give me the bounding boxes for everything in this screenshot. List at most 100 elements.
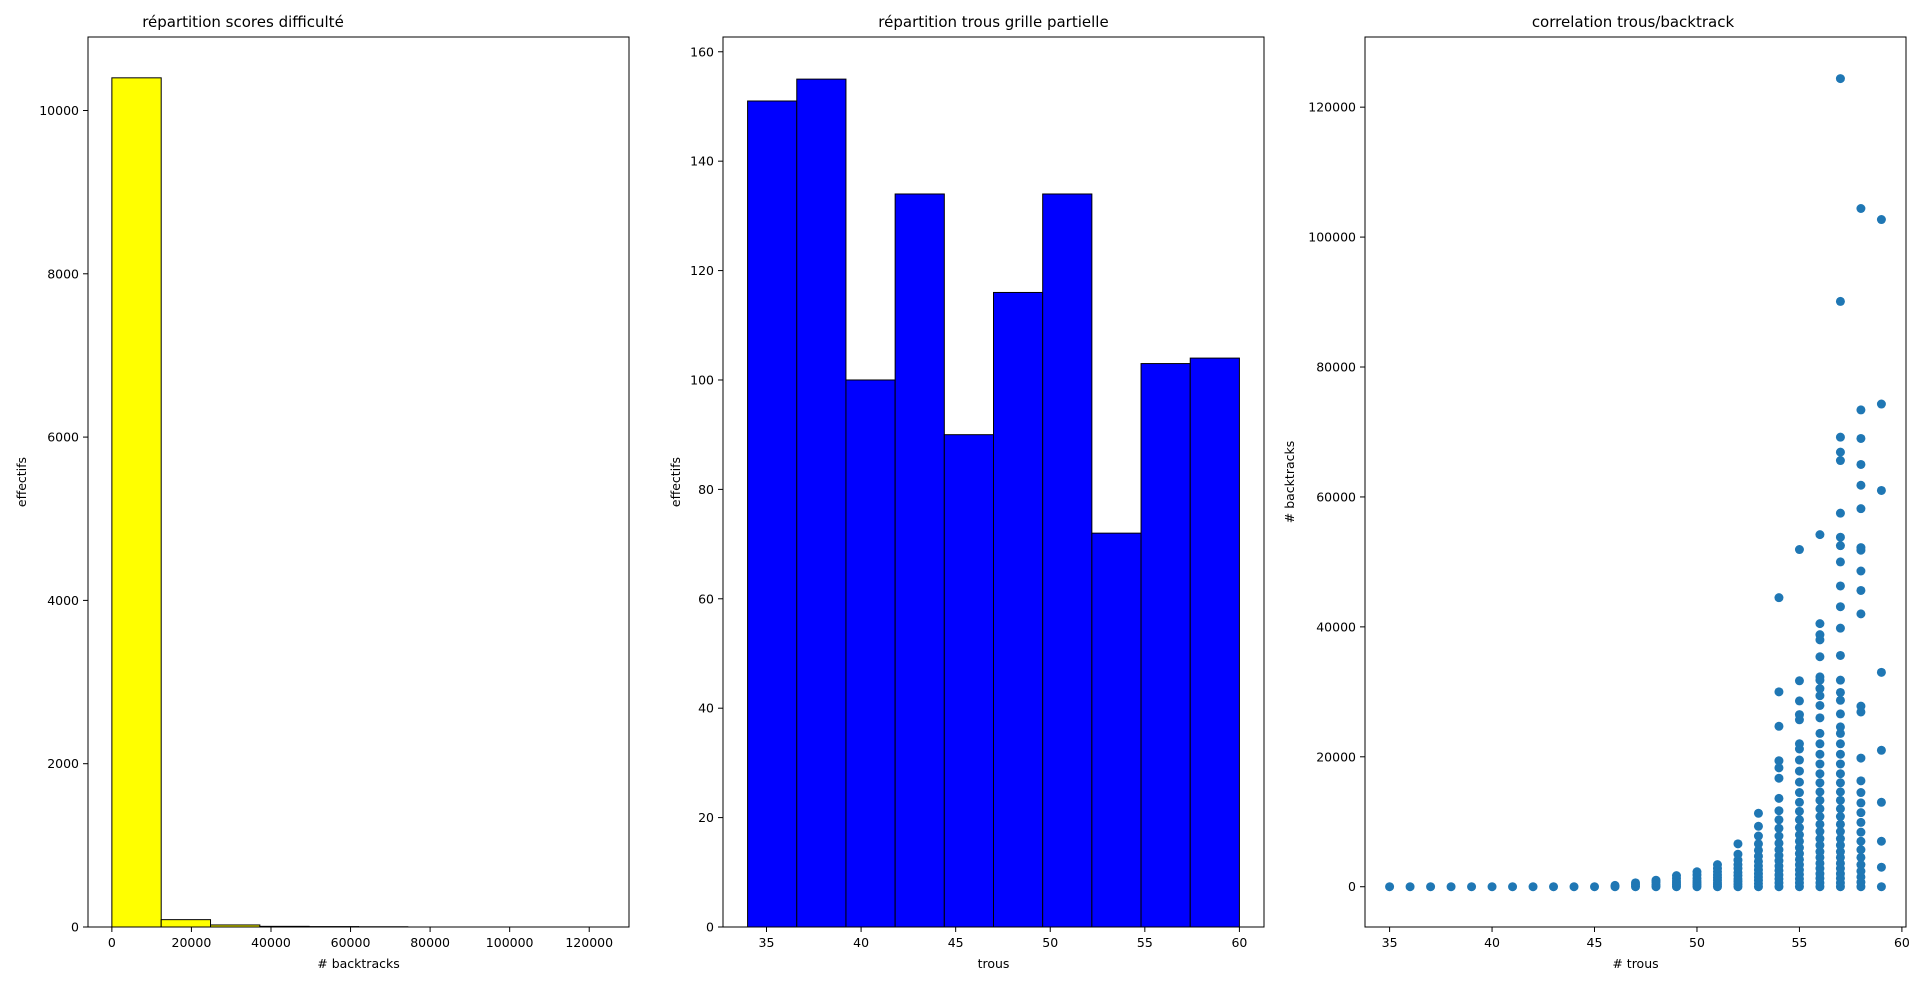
- point-139: [1815, 684, 1825, 694]
- point-83: [1774, 763, 1784, 773]
- point-123: [1815, 834, 1825, 844]
- point-159: [1835, 812, 1845, 822]
- y-tick-label-correlation-1: 20000: [1316, 749, 1356, 764]
- x-tick-label-correlation-1: 40: [1484, 935, 1500, 950]
- point-62: [1753, 845, 1763, 855]
- point-138: [1815, 691, 1825, 701]
- point-199: [1856, 788, 1866, 798]
- point-134: [1815, 739, 1825, 749]
- point-169: [1835, 722, 1845, 732]
- point-106: [1794, 755, 1804, 765]
- point-129: [1815, 787, 1825, 797]
- point-87: [1774, 593, 1784, 603]
- point-219: [1876, 745, 1886, 755]
- point-7: [1528, 882, 1538, 892]
- point-209: [1856, 504, 1866, 514]
- point-185: [1835, 296, 1845, 306]
- point-127: [1815, 804, 1825, 814]
- x-tick-label-holes-0: 35: [759, 935, 775, 950]
- point-212: [1856, 433, 1866, 443]
- point-121: [1815, 847, 1825, 857]
- point-210: [1856, 480, 1866, 490]
- point-160: [1835, 804, 1845, 814]
- y-axis-label-difficulty: effectifs: [14, 457, 29, 507]
- point-25: [1671, 871, 1681, 881]
- point-3: [1446, 882, 1456, 892]
- point-97: [1794, 836, 1804, 846]
- point-166: [1835, 749, 1845, 759]
- point-220: [1876, 667, 1886, 677]
- point-167: [1835, 739, 1845, 749]
- point-200: [1856, 776, 1866, 786]
- y-tick-label-holes-0: 0: [706, 920, 714, 935]
- point-104: [1794, 777, 1804, 787]
- point-196: [1856, 817, 1866, 827]
- point-1: [1405, 882, 1415, 892]
- point-112: [1794, 676, 1804, 686]
- point-130: [1815, 778, 1825, 788]
- y-tick-label-difficulty-1: 2000: [47, 756, 79, 771]
- point-197: [1856, 808, 1866, 818]
- chart-title-holes: répartition trous grille partielle: [878, 13, 1108, 31]
- y-tick-label-correlation-0: 0: [1348, 879, 1356, 894]
- point-63: [1753, 839, 1763, 849]
- point-51: [1733, 849, 1743, 859]
- y-tick-label-holes-7: 140: [690, 154, 714, 169]
- chart-title-difficulty: répartition scores difficulté: [142, 13, 344, 31]
- bar-holes-4: [943, 434, 995, 928]
- x-tick-label-difficulty-3: 60000: [331, 935, 371, 950]
- point-82: [1774, 773, 1784, 783]
- point-8: [1549, 882, 1559, 892]
- y-tick-label-difficulty-2: 4000: [47, 593, 79, 608]
- y-tick-label-holes-6: 120: [690, 263, 714, 278]
- bar-holes-1: [796, 78, 847, 928]
- point-0: [1385, 882, 1395, 892]
- x-tick-label-difficulty-6: 120000: [565, 935, 613, 950]
- bar-holes-8: [1140, 363, 1191, 928]
- point-168: [1835, 728, 1845, 738]
- y-tick-label-difficulty-3: 6000: [47, 430, 79, 445]
- point-126: [1815, 812, 1825, 822]
- y-tick-label-holes-2: 40: [698, 701, 714, 716]
- bar-holes-3: [894, 193, 945, 928]
- x-tick-label-correlation-2: 45: [1587, 935, 1603, 950]
- x-tick-label-holes-2: 45: [948, 935, 964, 950]
- point-85: [1774, 721, 1784, 731]
- point-173: [1835, 675, 1845, 685]
- scatter-correlation: correlation trous/backtrack 35 40 45 50 55 60…: [1282, 13, 1910, 971]
- x-tick-label-correlation-3: 50: [1689, 935, 1705, 950]
- axes-frame-difficulty: [87, 36, 630, 928]
- point-99: [1794, 823, 1804, 833]
- point-111: [1794, 696, 1804, 706]
- points-correlation: [1385, 74, 1886, 892]
- point-162: [1835, 787, 1845, 797]
- y-tick-label-difficulty-5: 10000: [39, 103, 79, 118]
- y-tick-label-correlation-6: 120000: [1308, 100, 1356, 115]
- point-86: [1774, 687, 1784, 697]
- point-10: [1590, 882, 1600, 892]
- point-170: [1835, 709, 1845, 719]
- point-184: [1835, 432, 1845, 442]
- point-198: [1856, 798, 1866, 808]
- point-178: [1835, 557, 1845, 567]
- point-81: [1774, 793, 1784, 803]
- point-201: [1856, 753, 1866, 763]
- point-133: [1815, 749, 1825, 759]
- point-214: [1856, 204, 1866, 213]
- point-204: [1856, 609, 1866, 619]
- point-222: [1876, 399, 1886, 409]
- point-108: [1794, 739, 1804, 749]
- point-171: [1835, 695, 1845, 705]
- point-105: [1794, 766, 1804, 776]
- x-ticks-holes: 35 40 45 50 55 60: [759, 927, 1247, 950]
- x-tick-label-difficulty-2: 40000: [251, 935, 291, 950]
- histogram-difficulty-scores: répartition scores difficulté 0 20000 4000…: [14, 13, 630, 971]
- point-175: [1835, 623, 1845, 633]
- y-tick-label-holes-5: 100: [690, 372, 714, 387]
- point-179: [1835, 541, 1845, 551]
- point-172: [1835, 687, 1845, 697]
- point-100: [1794, 815, 1804, 825]
- axes-frame-holes: [722, 36, 1265, 928]
- point-217: [1876, 836, 1886, 846]
